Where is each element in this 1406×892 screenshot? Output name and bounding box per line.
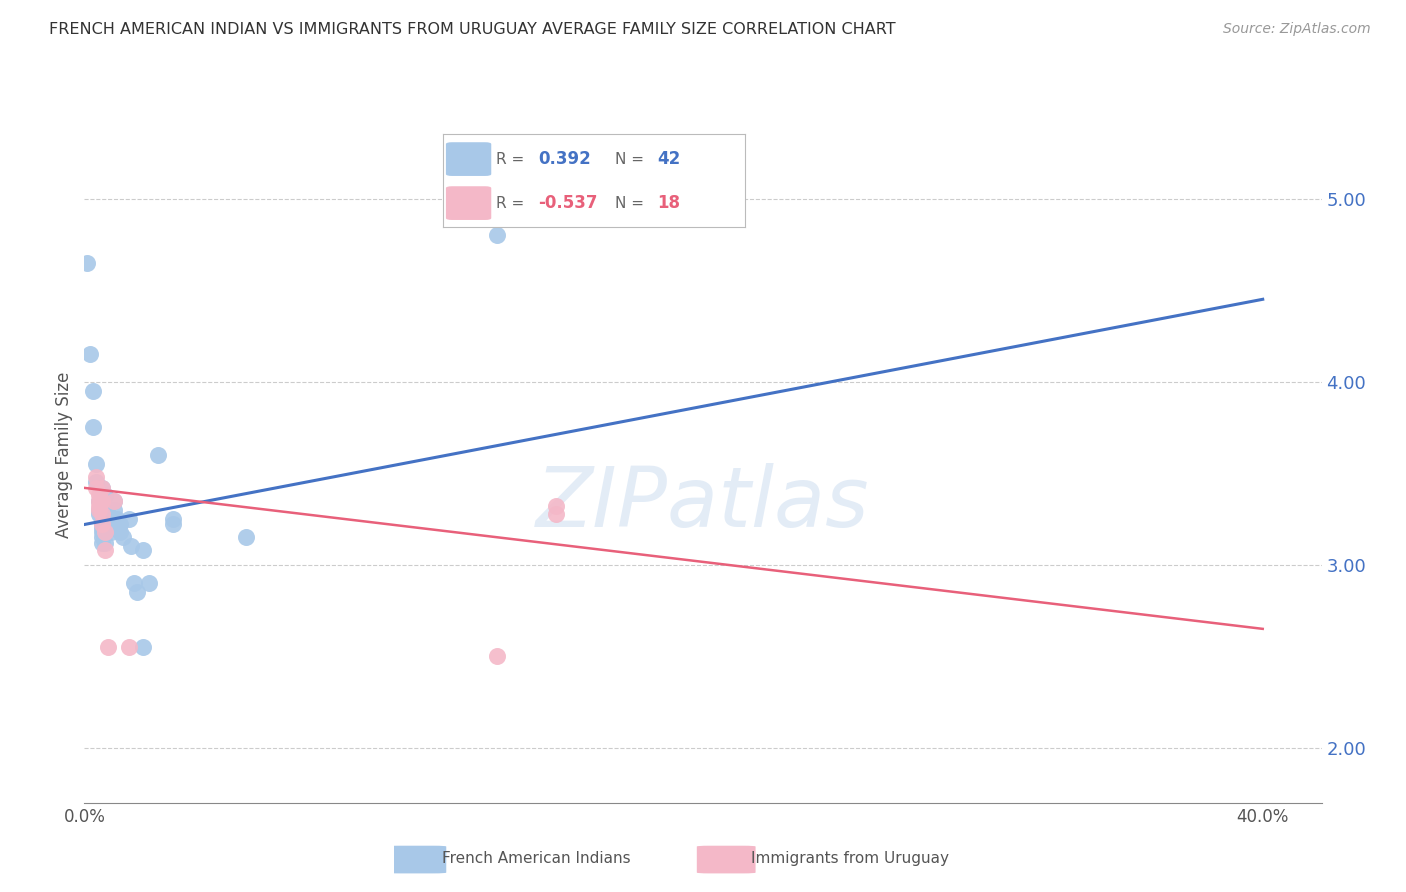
FancyBboxPatch shape — [388, 846, 446, 873]
Point — [91, 530, 114, 544]
Text: 0.392: 0.392 — [538, 150, 591, 168]
Text: Source: ZipAtlas.com: Source: ZipAtlas.com — [1223, 22, 1371, 37]
Point — [103, 503, 125, 517]
Text: ZIPatlas: ZIPatlas — [536, 463, 870, 544]
Point — [103, 493, 125, 508]
Point — [94, 524, 117, 539]
Point — [91, 517, 114, 532]
FancyBboxPatch shape — [446, 186, 491, 220]
Point — [485, 649, 508, 664]
Point — [87, 503, 110, 517]
Point — [84, 475, 107, 490]
Point — [138, 576, 160, 591]
Point — [485, 228, 508, 243]
Point — [127, 585, 149, 599]
Point — [162, 517, 184, 532]
Text: FRENCH AMERICAN INDIAN VS IMMIGRANTS FROM URUGUAY AVERAGE FAMILY SIZE CORRELATIO: FRENCH AMERICAN INDIAN VS IMMIGRANTS FRO… — [49, 22, 896, 37]
Text: N =: N = — [616, 152, 650, 167]
Point — [94, 536, 117, 550]
Point — [100, 517, 122, 532]
Point — [94, 543, 117, 558]
Text: N =: N = — [616, 195, 650, 211]
Y-axis label: Average Family Size: Average Family Size — [55, 372, 73, 538]
Point — [91, 536, 114, 550]
Point — [87, 493, 110, 508]
Point — [235, 530, 257, 544]
Point — [87, 507, 110, 521]
Point — [94, 524, 117, 539]
Point — [132, 640, 155, 655]
Point — [544, 499, 567, 513]
Text: R =: R = — [496, 195, 529, 211]
Point — [87, 499, 110, 513]
Point — [91, 524, 114, 539]
Point — [94, 512, 117, 526]
Point — [146, 448, 169, 462]
FancyBboxPatch shape — [697, 846, 755, 873]
Point — [94, 488, 117, 502]
Point — [124, 576, 146, 591]
Point — [84, 481, 107, 495]
Point — [105, 512, 128, 526]
Point — [94, 517, 117, 532]
Point — [544, 507, 567, 521]
Point — [84, 470, 107, 484]
Point — [87, 493, 110, 508]
Point — [91, 481, 114, 495]
Point — [91, 507, 114, 521]
Text: -0.537: -0.537 — [538, 194, 598, 212]
Text: Immigrants from Uruguay: Immigrants from Uruguay — [751, 851, 949, 866]
Text: 42: 42 — [658, 150, 681, 168]
Point — [108, 517, 131, 532]
Point — [103, 493, 125, 508]
Point — [79, 347, 101, 361]
Point — [132, 543, 155, 558]
Point — [91, 521, 114, 535]
Point — [82, 420, 104, 434]
Point — [117, 640, 139, 655]
Text: R =: R = — [496, 152, 529, 167]
Point — [100, 524, 122, 539]
Point — [97, 507, 120, 521]
Point — [84, 457, 107, 471]
FancyBboxPatch shape — [446, 142, 491, 176]
Point — [111, 530, 134, 544]
Point — [121, 540, 143, 554]
Point — [91, 493, 114, 508]
Point — [87, 488, 110, 502]
Text: 18: 18 — [658, 194, 681, 212]
Point — [97, 640, 120, 655]
Point — [108, 524, 131, 539]
Point — [162, 512, 184, 526]
Point — [82, 384, 104, 398]
Text: French American Indians: French American Indians — [441, 851, 630, 866]
Point — [91, 499, 114, 513]
Point — [87, 503, 110, 517]
Point — [117, 512, 139, 526]
Point — [91, 517, 114, 532]
Point — [91, 481, 114, 495]
Point — [76, 255, 98, 269]
